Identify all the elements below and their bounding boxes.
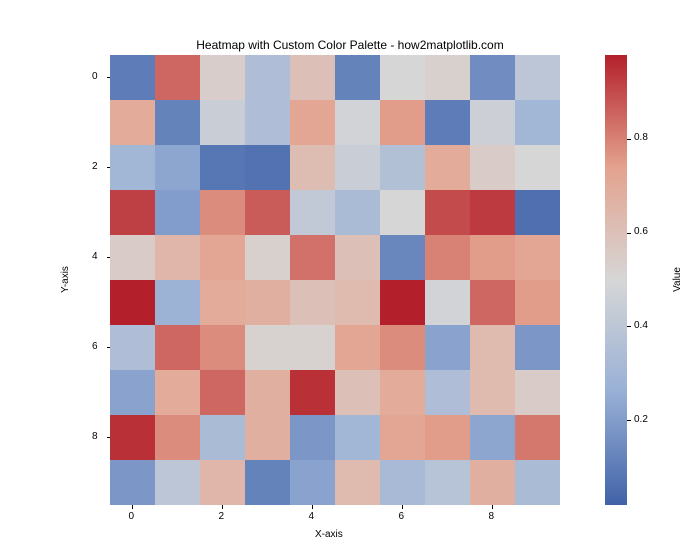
y-tick-label: 6 (92, 341, 98, 352)
y-axis-label: Y-axis (60, 266, 71, 293)
colorbar-gradient (605, 55, 627, 505)
y-tick-mark (107, 347, 111, 348)
colorbar-tick-mark (627, 139, 631, 140)
colorbar-tick-label: 0.8 (634, 132, 648, 143)
colorbar-tick-label: 0.2 (634, 414, 648, 425)
y-tick-label: 2 (92, 161, 98, 172)
x-tick-mark (222, 505, 223, 509)
colorbar-tick-label: 0.4 (634, 320, 648, 331)
colorbar (605, 55, 627, 505)
x-tick-label: 0 (129, 511, 135, 522)
y-tick-mark (107, 257, 111, 258)
x-tick-label: 4 (309, 511, 315, 522)
x-tick-mark (492, 505, 493, 509)
colorbar-tick-label: 0.6 (634, 226, 648, 237)
y-tick-label: 0 (92, 71, 98, 82)
y-tick-mark (107, 437, 111, 438)
chart-title: Heatmap with Custom Color Palette - how2… (0, 38, 700, 52)
x-tick-label: 6 (399, 511, 405, 522)
x-axis-label: X-axis (315, 529, 343, 540)
figure: Heatmap with Custom Color Palette - how2… (0, 0, 700, 560)
colorbar-label: Value (672, 267, 683, 292)
y-tick-mark (107, 167, 111, 168)
x-tick-mark (312, 505, 313, 509)
x-tick-label: 2 (219, 511, 225, 522)
x-tick-label: 8 (489, 511, 495, 522)
x-tick-mark (402, 505, 403, 509)
y-tick-label: 8 (92, 431, 98, 442)
heatmap-border (110, 55, 562, 507)
colorbar-tick-mark (627, 326, 631, 327)
x-tick-mark (132, 505, 133, 509)
y-tick-mark (107, 77, 111, 78)
colorbar-tick-mark (627, 233, 631, 234)
y-tick-label: 4 (92, 251, 98, 262)
colorbar-tick-mark (627, 420, 631, 421)
